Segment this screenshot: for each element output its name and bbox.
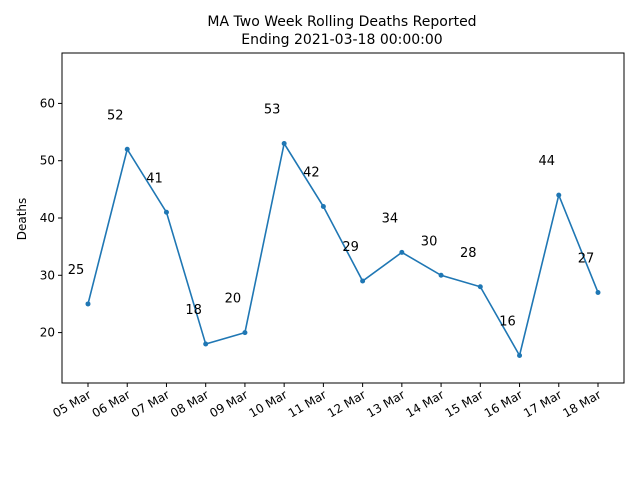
data-label: 27 <box>578 251 595 266</box>
data-point <box>85 301 91 307</box>
data-point <box>360 278 366 284</box>
series-line <box>85 141 601 358</box>
data-point <box>242 330 248 336</box>
data-point <box>203 341 209 347</box>
data-label: 20 <box>225 292 242 307</box>
data-label: 41 <box>146 171 163 186</box>
data-label: 34 <box>382 211 399 226</box>
data-label: 30 <box>421 234 438 249</box>
x-tick-label: 06 Mar <box>90 387 133 420</box>
x-tick-label: 12 Mar <box>325 387 368 420</box>
data-label: 18 <box>185 303 202 318</box>
y-tick-label: 30 <box>40 268 55 282</box>
data-point <box>320 204 326 210</box>
chart-title: MA Two Week Rolling Deaths Reported <box>207 14 476 30</box>
data-point <box>517 353 523 358</box>
x-tick-label: 13 Mar <box>364 387 407 420</box>
data-label: 29 <box>342 240 359 255</box>
x-tick-label: 17 Mar <box>521 387 564 420</box>
x-tick-label: 07 Mar <box>129 387 172 420</box>
data-label: 28 <box>460 246 477 261</box>
data-label: 16 <box>499 315 516 330</box>
data-point <box>281 141 287 147</box>
y-tick-label: 40 <box>40 211 55 225</box>
data-label: 53 <box>264 103 281 118</box>
chart-subtitle: Ending 2021-03-18 00:00:00 <box>241 32 442 48</box>
x-tick-label: 08 Mar <box>168 387 211 420</box>
x-tick-label: 16 Mar <box>482 387 525 420</box>
x-tick-label: 05 Mar <box>50 387 93 420</box>
data-label: 44 <box>538 154 555 169</box>
y-tick-label: 20 <box>40 326 55 340</box>
x-tick-label: 14 Mar <box>403 387 446 420</box>
x-tick-label: 10 Mar <box>247 387 290 420</box>
y-tick-label: 60 <box>40 96 55 110</box>
series-line-path <box>87 141 599 358</box>
data-point <box>477 284 483 290</box>
y-axis-label: Deaths <box>15 198 29 241</box>
x-tick-label: 18 Mar <box>560 387 603 420</box>
data-point <box>399 249 405 255</box>
data-point <box>163 209 169 215</box>
data-label: 52 <box>107 108 124 123</box>
y-axis: 20 30 40 50 60 <box>40 96 62 340</box>
plot-frame <box>61 52 625 384</box>
data-point <box>595 289 601 295</box>
data-point <box>438 272 444 278</box>
data-label: 25 <box>68 263 85 278</box>
x-tick-label: 15 Mar <box>443 387 486 420</box>
data-label: 42 <box>303 166 320 181</box>
x-tick-label: 09 Mar <box>207 387 250 420</box>
x-tick-label: 11 Mar <box>286 387 329 420</box>
data-point <box>556 192 562 198</box>
data-labels: 25 52 41 18 20 53 42 29 34 30 28 16 44 27 <box>68 103 595 330</box>
y-tick-label: 50 <box>40 154 55 168</box>
data-point <box>124 146 130 152</box>
